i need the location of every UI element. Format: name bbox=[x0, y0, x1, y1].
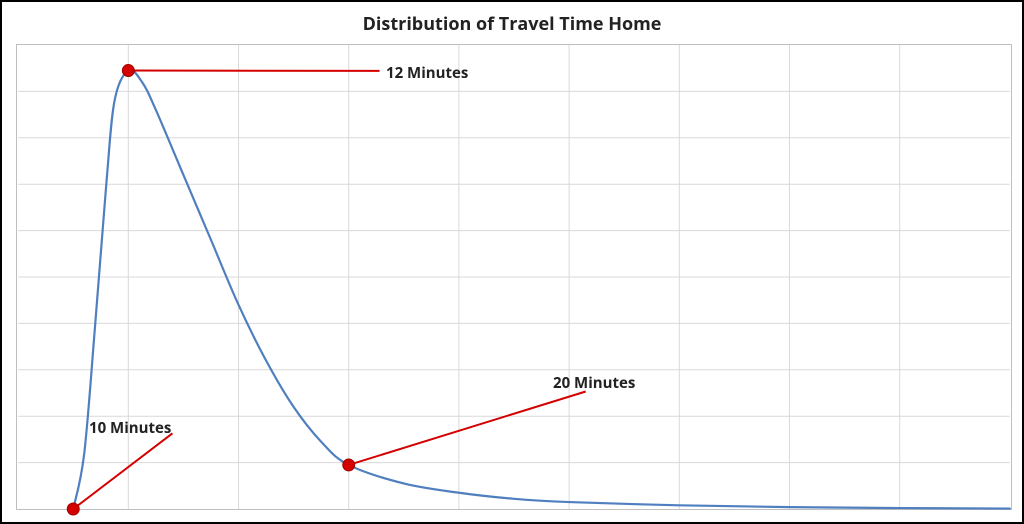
annotation-label: 12 Minutes bbox=[386, 63, 468, 83]
marker-point bbox=[67, 503, 79, 515]
marker-point bbox=[122, 65, 134, 77]
annotation-label: 10 Minutes bbox=[89, 418, 171, 438]
annotation-label: 20 Minutes bbox=[553, 373, 635, 393]
annotation-line bbox=[349, 392, 586, 465]
marker-point bbox=[343, 459, 355, 471]
plot-area: 10 Minutes 12 Minutes 20 Minutes bbox=[16, 44, 1012, 510]
chart-frame: Distribution of Travel Time Home 10 Minu… bbox=[0, 0, 1024, 524]
annotation-svg bbox=[17, 45, 1011, 509]
chart-title: Distribution of Travel Time Home bbox=[2, 12, 1022, 36]
annotation-line bbox=[73, 433, 172, 509]
